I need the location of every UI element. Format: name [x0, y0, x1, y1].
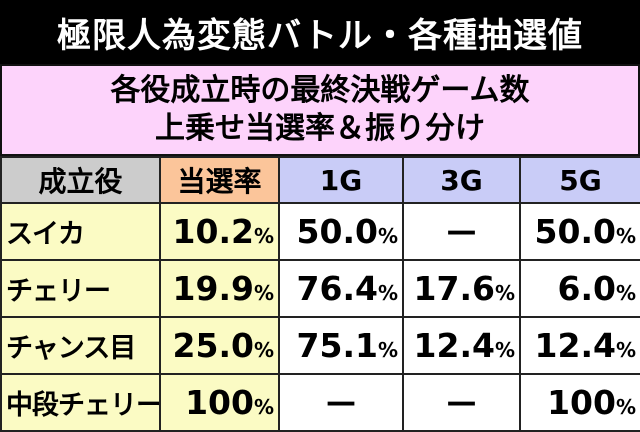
column-header-rate: 当選率	[159, 156, 280, 204]
dash-value: —	[326, 385, 356, 420]
cell-value: 75.1	[296, 326, 378, 365]
cell-value: 6.0	[557, 269, 616, 308]
page-title: 極限人為変態バトル・各種抽選値	[0, 0, 640, 64]
g5-cell: 6.0%	[519, 259, 640, 318]
percent-unit: %	[377, 224, 398, 248]
g5-cell: 100%	[519, 373, 640, 432]
percent-unit: %	[615, 224, 636, 248]
g3-cell: 12.4%	[402, 316, 521, 375]
g1-cell: 50.0%	[278, 202, 404, 261]
table-row: スイカ 10.2% 50.0% — 50.0%	[0, 202, 640, 261]
cell-value: 100	[185, 383, 254, 422]
column-header-1g: 1G	[278, 156, 404, 204]
rate-cell: 25.0%	[159, 316, 280, 375]
g1-cell: 75.1%	[278, 316, 404, 375]
caption-line-2: 上乗せ当選率＆振り分け	[155, 111, 485, 146]
percent-unit: %	[494, 281, 515, 305]
cell-value: 50.0	[296, 212, 378, 251]
percent-unit: %	[615, 395, 636, 419]
rate-cell: 100%	[159, 373, 280, 432]
dash-value: —	[446, 214, 477, 249]
percent-unit: %	[253, 281, 274, 305]
cell-value: 12.4	[534, 326, 616, 365]
percent-unit: %	[615, 281, 636, 305]
cell-value: 17.6	[413, 269, 495, 308]
table-row: 中段チェリー 100% — — 100%	[0, 373, 640, 432]
table-row: チェリー 19.9% 76.4% 17.6% 6.0%	[0, 259, 640, 318]
cell-value: 12.4	[413, 326, 495, 365]
g3-cell: 17.6%	[402, 259, 521, 318]
percent-unit: %	[377, 338, 398, 362]
g5-cell: 50.0%	[519, 202, 640, 261]
header-row: 成立役 当選率 1G 3G 5G	[0, 156, 640, 204]
percent-unit: %	[377, 281, 398, 305]
role-cell: チャンス目	[0, 316, 161, 375]
percent-unit: %	[615, 338, 636, 362]
dash-value: —	[446, 385, 477, 420]
table-row: チャンス目 25.0% 75.1% 12.4% 12.4%	[0, 316, 640, 375]
percent-unit: %	[494, 338, 515, 362]
rate-cell: 19.9%	[159, 259, 280, 318]
cell-value: 10.2	[172, 212, 254, 251]
rate-cell: 10.2%	[159, 202, 280, 261]
table-caption: 各役成立時の最終決戦ゲーム数 上乗せ当選率＆振り分け	[0, 64, 640, 156]
cell-value: 100	[547, 383, 616, 422]
cell-value: 50.0	[534, 212, 616, 251]
g3-cell: —	[402, 373, 521, 432]
g5-cell: 12.4%	[519, 316, 640, 375]
percent-unit: %	[253, 224, 274, 248]
column-header-5g: 5G	[519, 156, 640, 204]
column-header-3g: 3G	[402, 156, 521, 204]
g1-cell: —	[278, 373, 404, 432]
percent-unit: %	[253, 395, 274, 419]
lottery-table: 成立役 当選率 1G 3G 5G スイカ 10.2% 50.0% — 50.0%…	[0, 156, 640, 432]
column-header-role: 成立役	[0, 156, 161, 204]
g1-cell: 76.4%	[278, 259, 404, 318]
percent-unit: %	[253, 338, 274, 362]
role-cell: チェリー	[0, 259, 161, 318]
cell-value: 19.9	[172, 269, 254, 308]
role-cell: スイカ	[0, 202, 161, 261]
caption-line-1: 各役成立時の最終決戦ゲーム数	[110, 73, 530, 108]
g3-cell: —	[402, 202, 521, 261]
role-cell: 中段チェリー	[0, 373, 161, 432]
cell-value: 76.4	[296, 269, 378, 308]
cell-value: 25.0	[172, 326, 254, 365]
